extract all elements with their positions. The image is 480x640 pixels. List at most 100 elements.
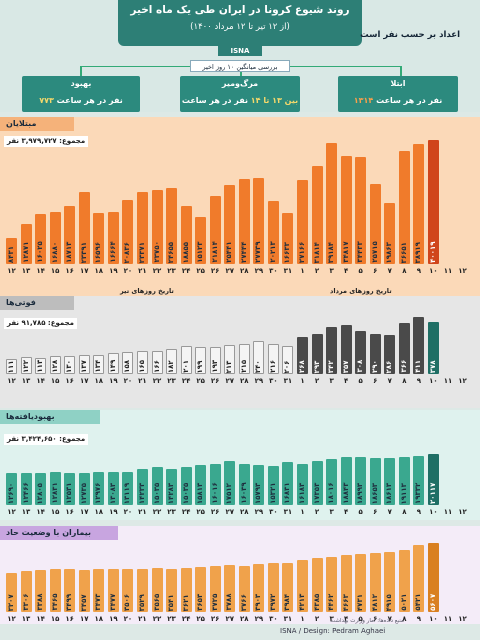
recovered-bar-label: ۱۴۲۸۳ xyxy=(167,482,176,504)
hourly-recovered-number: ۷۷۳ xyxy=(39,96,54,105)
recovered-day-label: ۲۱ xyxy=(138,508,147,516)
critical-bar-label: ۳۶۵۳ xyxy=(196,593,205,611)
deaths-bar xyxy=(267,344,279,374)
recovered-day-label: ۸ xyxy=(402,508,407,516)
infected-bar-label: ۲۵۷۱۵ xyxy=(370,241,379,263)
hourly-recovered-unit: نفر در هر ساعت xyxy=(56,96,123,105)
deaths-day-label: ۲۹ xyxy=(254,377,264,385)
critical-bar xyxy=(49,569,61,612)
critical-day-label: ۴ xyxy=(344,615,349,623)
infected-bar xyxy=(238,179,250,264)
recovered-day-label: ۱۱ xyxy=(443,508,453,516)
recovered-bar-label: ۱۶۱۸۳ xyxy=(298,482,306,504)
critical-day-label: ۲۰ xyxy=(123,615,133,623)
critical-bar-label: ۳۴۹۹ xyxy=(65,593,74,611)
recovered-bar xyxy=(398,456,410,505)
recovered-day-label: ۱۶ xyxy=(65,508,74,516)
critical-day-label: ۱۷ xyxy=(79,615,89,623)
recovered-day-label: ۲۵ xyxy=(196,508,205,516)
infected-bar xyxy=(297,179,308,264)
critical-bar xyxy=(195,567,207,612)
infected-bar xyxy=(20,224,32,264)
deaths-bar xyxy=(166,348,178,374)
hourly-recovered-label: بهبود xyxy=(70,79,92,88)
deaths-section-title: فوتی‌ها xyxy=(0,296,74,310)
recovered-bar xyxy=(107,471,119,505)
deaths-bar-label: ۱۹۳ xyxy=(210,360,219,373)
recovered-bar xyxy=(384,457,396,505)
deaths-bar xyxy=(49,356,61,374)
critical-bar-label: ۴۹۱۵ xyxy=(385,593,394,611)
deaths-day-label: ۲ xyxy=(314,377,320,385)
hourly-deaths-box: مرگ‌ومیر بین ۱۳ تا ۱۴ نفر در هر ساعت xyxy=(180,76,300,112)
critical-bar-label: ۳۳۰۶ xyxy=(21,593,30,611)
critical-bar-label: ۳۵۴۱ xyxy=(167,593,176,611)
deaths-bar xyxy=(64,356,76,374)
recovered-day-label: ۲۰ xyxy=(123,508,133,516)
hourly-deaths-value: بین ۱۳ تا ۱۴ نفر در هر ساعت xyxy=(180,92,300,110)
bracket-left xyxy=(80,66,190,67)
deaths-bar xyxy=(355,331,367,374)
deaths-bar-label: ۲۰۶ xyxy=(283,360,292,373)
deaths-bar xyxy=(369,333,381,374)
bracket-right xyxy=(290,66,400,67)
deaths-bar-label: ۱۴۹ xyxy=(108,360,117,373)
deaths-day-label: ۷ xyxy=(387,377,392,385)
critical-day-label: ۱۸ xyxy=(94,615,104,623)
hourly-infected-value: ۱۳۱۴ نفر در هر ساعت xyxy=(338,92,458,110)
critical-bar-label: ۴۳۸۵ xyxy=(312,593,321,611)
infected-bar-label: ۲۴۶۵۵ xyxy=(167,241,176,263)
deaths-bar-label: ۱۲۲ xyxy=(21,360,30,373)
critical-bar xyxy=(122,568,134,612)
page-title: روند شیوع کرونا در ایران طی یک ماه اخیر xyxy=(130,4,350,16)
recovered-bar xyxy=(267,466,279,505)
critical-day-label: ۱ xyxy=(300,615,305,623)
deaths-day-label: ۱۷ xyxy=(79,377,89,385)
deaths-day-label: ۲۲ xyxy=(152,377,162,385)
infected-bar xyxy=(282,212,294,264)
infected-day-label: ۱۰ xyxy=(429,267,438,275)
infected-bar xyxy=(93,212,105,264)
critical-bar xyxy=(224,565,236,612)
infected-day-label: ۲۲ xyxy=(152,267,162,275)
critical-bar xyxy=(384,551,396,612)
deaths-bar-label: ۲۸۶ xyxy=(385,360,394,373)
critical-day-label: ۷ xyxy=(387,615,392,623)
deaths-bar-label: ۳۵۷ xyxy=(341,360,350,373)
infected-bar xyxy=(107,212,119,264)
critical-bar xyxy=(326,557,338,612)
infected-bar-label: ۳۸۹۱۹ xyxy=(414,241,423,263)
recovered-bar-label: ۱۵۷۹۳ xyxy=(254,482,263,504)
deaths-bar xyxy=(224,344,236,374)
infected-bar-label: ۲۰۲۱۳ xyxy=(268,241,277,263)
deaths-total: مجموع: ۹۱,۷۸۵ نفر xyxy=(4,318,77,329)
infected-total: مجموع: ۳,۹۷۹,۷۲۷ نفر xyxy=(4,136,89,147)
agency-tag: ISNA xyxy=(218,46,262,56)
recovered-bar xyxy=(369,457,381,505)
recovered-bar xyxy=(78,472,90,505)
infected-day-label: ۲۱ xyxy=(138,267,147,275)
infected-bar-label: ۳۴۴۳۳ xyxy=(356,241,365,263)
hourly-deaths-number: بین ۱۳ تا ۱۴ xyxy=(250,96,299,105)
recovered-bar xyxy=(136,468,148,505)
recovered-bar xyxy=(427,453,439,505)
infected-bar-label: ۲۰۸۳۶ xyxy=(123,241,132,263)
infected-bar xyxy=(195,217,207,264)
infected-bar xyxy=(340,156,352,264)
critical-day-label: ۸ xyxy=(402,615,407,623)
hourly-deaths-label: مرگ‌ومیر xyxy=(221,79,259,88)
recovered-bar xyxy=(224,460,236,505)
critical-bar xyxy=(6,572,17,612)
infected-bar xyxy=(398,150,410,264)
infected-bar-label: ۱۹۸۶۳ xyxy=(385,241,394,263)
critical-day-label: ۹ xyxy=(416,615,422,623)
critical-day-label: ۱۵ xyxy=(50,615,60,623)
recovered-day-label: ۹ xyxy=(416,508,422,516)
deaths-bar-label: ۲۱۵ xyxy=(239,360,248,373)
recovered-bar-label: ۱۲۵۳۱ xyxy=(65,482,74,504)
deaths-day-label: ۱۰ xyxy=(429,377,438,385)
recovered-day-label: ۲۶ xyxy=(210,508,220,516)
recovered-bar-label: ۱۴۲۳۳ xyxy=(137,482,146,504)
deaths-bar xyxy=(35,358,47,374)
recovered-bar-label: ۱۲۶۹۰ xyxy=(7,482,15,504)
